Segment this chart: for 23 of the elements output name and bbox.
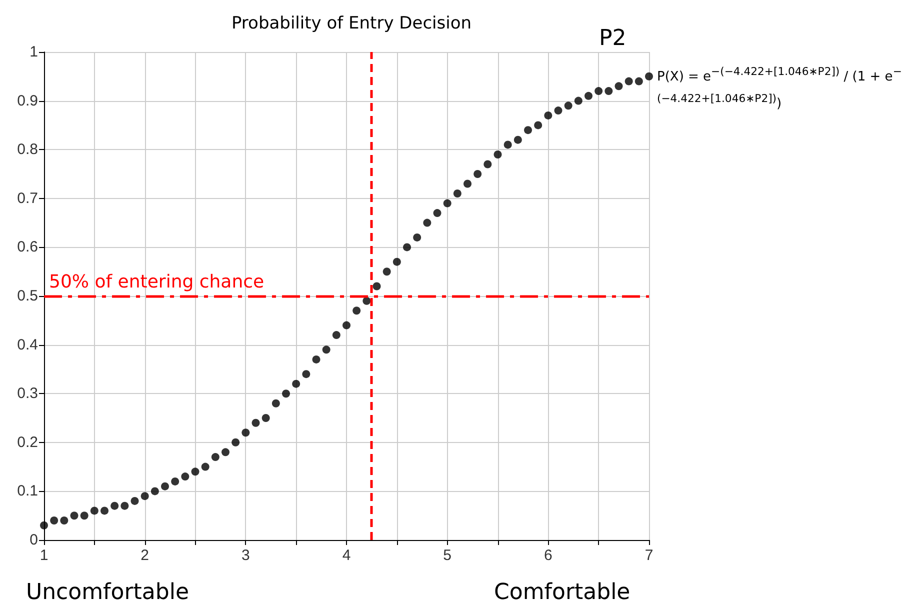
y-tick-label: 0.3 <box>17 385 38 402</box>
y-tick-label: 0.1 <box>17 482 38 500</box>
ref-line-label: 50% of entering chance <box>49 272 264 292</box>
y-tick-label: 0.7 <box>17 190 38 207</box>
text: P2 <box>599 26 626 51</box>
y-tick-label: 0.8 <box>17 141 38 158</box>
text: Comfortable <box>494 580 630 605</box>
y-tick-label: 1 <box>30 44 38 60</box>
y-tick-label: 0.2 <box>17 434 38 451</box>
y-tick-label: 0.4 <box>17 336 38 354</box>
y-tick-label: 0 <box>30 532 38 548</box>
x-tick-label: 6 <box>544 547 552 564</box>
text: P(X) = e$^{−(−4.422+[1.046∗P2])}$ / (1 + e$^{−}$$^{(−4.422+[1.046∗P2])}$) <box>657 65 902 112</box>
x-tick-label: 5 <box>443 547 452 564</box>
x-tick-label: 4 <box>342 547 351 564</box>
y-tick-label: 0.9 <box>17 92 38 110</box>
x-tick-label: 3 <box>241 547 250 564</box>
y-tick-label: 0.6 <box>17 238 38 256</box>
x-tick-label: 7 <box>644 547 654 564</box>
y-tick-label: 0.5 <box>17 288 38 304</box>
text: Uncomfortable <box>26 580 190 605</box>
chart-title: Probability of Entry Decision <box>231 14 472 34</box>
x-tick-label: 2 <box>140 547 150 564</box>
